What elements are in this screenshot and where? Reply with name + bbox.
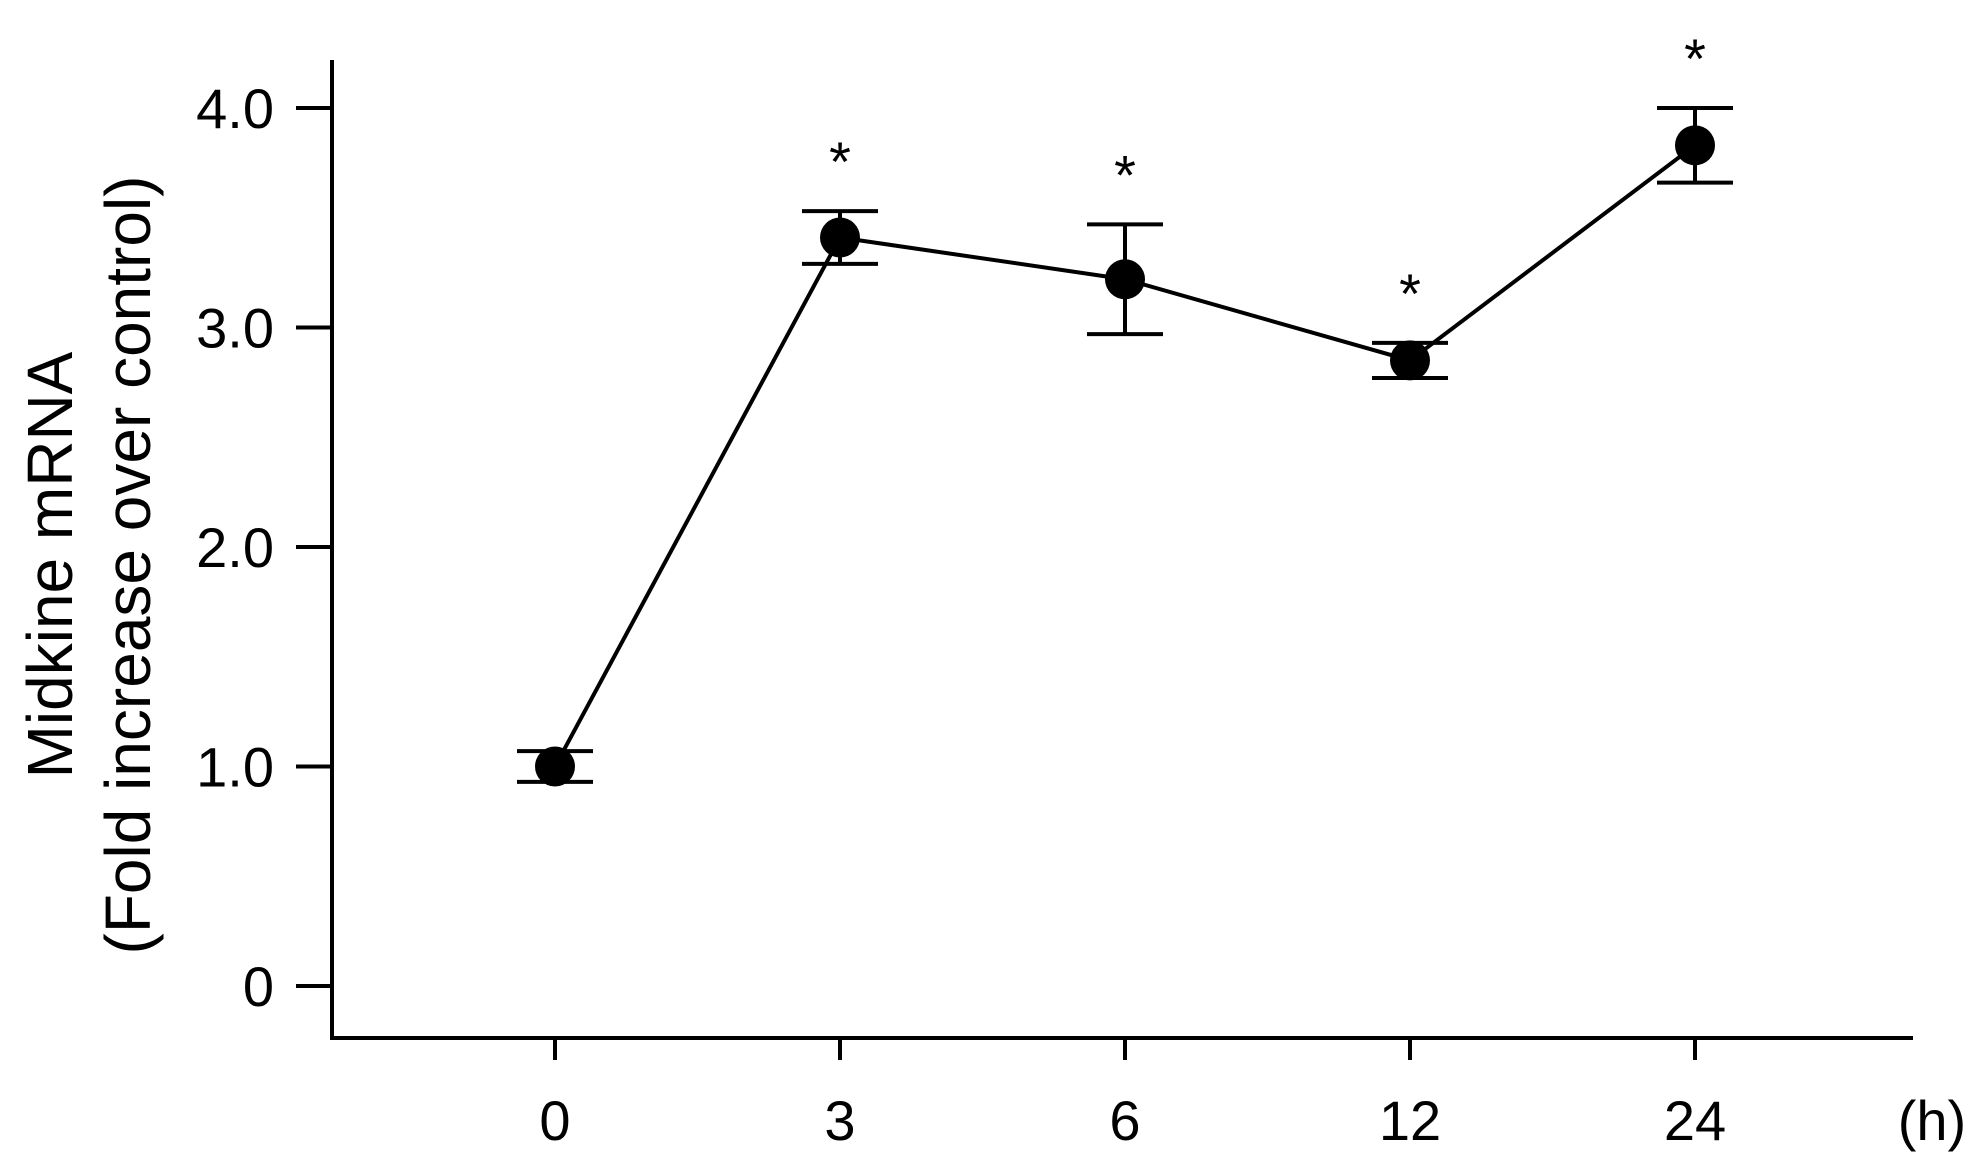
x-tick-label: 24 — [1664, 1089, 1726, 1152]
y-ticks: 0 1.0 2.0 3.0 4.0 — [196, 77, 332, 1018]
significance-marker: * — [1114, 143, 1136, 206]
y-tick-label: 4.0 — [196, 77, 274, 140]
data-point — [820, 217, 860, 258]
y-axis-label-line1: Midkine mRNA — [14, 351, 86, 778]
y-axis-label-line2: (Fold increase over control) — [92, 176, 164, 955]
y-tick-label: 3.0 — [196, 297, 274, 360]
x-ticks: 0 3 6 12 24 — [539, 1038, 1726, 1152]
y-tick-label: 0 — [243, 955, 274, 1018]
significance-marker: * — [1399, 262, 1421, 325]
significance-marker: * — [1684, 27, 1706, 90]
significance-marker: * — [829, 130, 851, 193]
x-tick-label: 0 — [539, 1089, 570, 1152]
x-tick-label: 12 — [1379, 1089, 1441, 1152]
series-marks: * * * * — [517, 27, 1733, 787]
data-point — [1105, 259, 1145, 300]
y-tick-label: 2.0 — [196, 516, 274, 579]
data-point — [535, 746, 575, 787]
x-tick-label: 6 — [1109, 1089, 1140, 1152]
data-point — [1675, 125, 1715, 166]
x-axis-unit: (h) — [1898, 1089, 1966, 1152]
y-axis-title: Midkine mRNA (Fold increase over control… — [14, 176, 164, 955]
data-point — [1390, 340, 1430, 381]
y-tick-label: 1.0 — [196, 736, 274, 799]
x-tick-label: 3 — [824, 1089, 855, 1152]
